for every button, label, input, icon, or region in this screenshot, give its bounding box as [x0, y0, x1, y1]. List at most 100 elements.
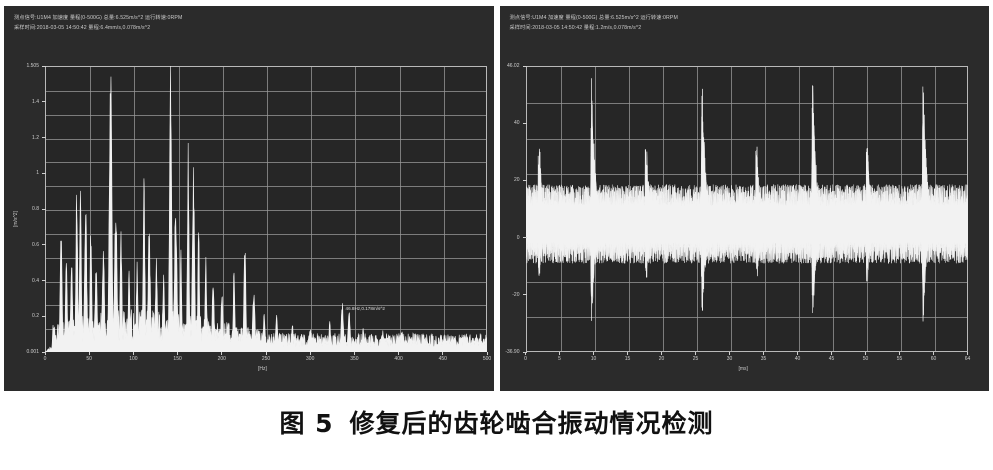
x-axis-tick-mark: [221, 352, 223, 355]
x-axis-tick-label: 300: [306, 356, 315, 362]
y-axis-tick-label: 1.2: [32, 134, 39, 141]
grid-line-horizontal: [46, 162, 486, 164]
waveform-plot-area: 46.02 40 20 0 -20 -36.90 0 5 10 15 20 25 30 35 40 45 50 5…: [505, 63, 970, 362]
y-axis-tick-mark: [522, 179, 527, 181]
x-axis-tick-mark: [486, 352, 488, 355]
x-axis-tick-mark: [525, 352, 526, 355]
y-axis-tick-mark: [42, 208, 46, 210]
x-axis-tick-mark: [627, 352, 628, 355]
y-axis-tick-label: -36.90: [505, 349, 520, 355]
grid-line-vertical: [399, 67, 401, 351]
grid-line-horizontal: [526, 317, 967, 319]
grid-line-horizontal: [46, 186, 486, 188]
x-axis-tick-label: 450: [438, 356, 447, 362]
grid-line-horizontal: [46, 114, 486, 116]
spectrum-grid: [45, 66, 487, 352]
grid-line-horizontal: [526, 138, 967, 140]
waveform-trace-svg: [525, 78, 968, 322]
x-axis-tick-mark: [661, 352, 662, 355]
spectrum-panel: 测点信号:U1M4 加速度 量程(0-500G) 总量:6.525m/s^2 运…: [4, 6, 494, 391]
x-axis-tick-mark: [695, 352, 696, 355]
y-axis-tick-mark: [42, 315, 46, 317]
spectrum-y-axis-title: [m/s^2]: [13, 211, 19, 227]
x-axis-tick-label: 20: [658, 356, 665, 362]
y-axis-tick-mark: [522, 65, 527, 67]
y-axis-tick-label: 20: [513, 177, 520, 184]
y-axis-tick-mark: [522, 294, 527, 296]
grid-line-horizontal: [526, 174, 967, 176]
x-axis-tick-mark: [88, 352, 90, 355]
y-axis-tick-mark: [42, 172, 46, 174]
x-axis-tick-mark: [559, 352, 560, 355]
spectrum-trace-svg: [45, 66, 487, 352]
x-axis-tick-label: 15: [624, 356, 631, 362]
y-axis-tick-mark: [42, 351, 46, 353]
x-axis-tick-label: 350: [350, 356, 359, 362]
grid-line-horizontal: [46, 329, 486, 331]
x-axis-tick-label: 5: [558, 356, 561, 362]
x-axis-tick-mark: [177, 352, 179, 355]
waveform-panel: 测点信号:U1M4 加速度 量程(0-500G) 总量:6.525m/s^2 运…: [499, 6, 989, 391]
figure-caption-text: 修复后的齿轮啮合振动情况检测: [349, 409, 714, 438]
spectrum-annotation: 46.8Hz,0.178m/s^2: [345, 306, 385, 312]
y-axis-tick-label: -20: [512, 291, 520, 298]
y-axis-tick-mark: [522, 122, 527, 124]
grid-line-horizontal: [526, 102, 967, 104]
y-axis-tick-label: 40: [513, 120, 520, 127]
grid-line-horizontal: [46, 281, 486, 283]
x-axis-tick-label: 60: [930, 356, 937, 362]
x-axis-tick-mark: [265, 352, 267, 355]
x-axis-tick-mark: [899, 352, 900, 355]
x-axis-tick-mark: [132, 352, 134, 355]
x-axis-tick-label: 25: [692, 356, 699, 362]
x-axis-tick-mark: [797, 352, 798, 355]
x-axis-tick-label: 40: [794, 356, 801, 362]
waveform-header: 测点信号:U1M4 加速度 量程(0-500G) 总量:6.525m/s^2 运…: [510, 14, 986, 33]
grid-line-horizontal: [46, 90, 486, 92]
y-axis-tick-label: 1: [36, 170, 39, 177]
grid-line-vertical: [267, 67, 268, 351]
x-axis-tick-mark: [967, 352, 968, 355]
x-axis-tick-label: 30: [726, 356, 733, 362]
grid-line-vertical: [178, 67, 180, 351]
y-axis-tick-label: 0.8: [32, 206, 39, 212]
x-axis-tick-mark: [933, 352, 934, 355]
grid-line-vertical: [90, 67, 92, 351]
y-axis-tick-label: 0.001: [26, 349, 39, 355]
y-axis-tick-label: 0.6: [32, 241, 39, 248]
grid-line-vertical: [355, 67, 357, 351]
x-axis-tick-label: 0: [524, 356, 527, 362]
x-axis-tick-mark: [593, 352, 594, 355]
y-axis-tick-mark: [42, 137, 46, 138]
x-axis-tick-label: 55: [896, 356, 903, 362]
x-axis-tick-mark: [309, 352, 311, 355]
grid-line-horizontal: [46, 233, 486, 235]
grid-line-horizontal: [46, 210, 486, 211]
x-axis-tick-label: 45: [828, 356, 835, 362]
waveform-header-line1: 测点信号:U1M4 加速度 量程(0-500G) 总量:6.525m/s^2 运…: [509, 15, 678, 21]
x-axis-tick-mark: [398, 352, 400, 355]
x-axis-tick-label: 50: [86, 356, 92, 362]
x-axis-tick-mark: [763, 352, 764, 355]
spectrum-trace: [45, 66, 487, 352]
figure-caption-index: 图 5: [279, 409, 334, 438]
x-axis-tick-label: 200: [217, 356, 226, 362]
y-axis-tick-label: 1.4: [32, 98, 39, 105]
x-axis-tick-mark: [865, 352, 866, 355]
x-axis-tick-label: 100: [129, 356, 138, 362]
x-axis-tick-label: 10: [590, 356, 597, 362]
grid-line-vertical: [443, 67, 445, 351]
y-axis-tick-label: 46.02: [506, 63, 520, 69]
y-axis-tick-mark: [42, 280, 46, 281]
y-axis-tick-label: 0.2: [32, 313, 39, 320]
x-axis-tick-mark: [44, 352, 46, 355]
x-axis-tick-label: 250: [261, 356, 271, 362]
y-axis-tick-mark: [42, 65, 46, 67]
spectrum-header: 测点信号:U1M4 加速度 量程(0-500G) 总量:6.525m/s^2 运…: [14, 14, 490, 33]
x-axis-tick-mark: [729, 352, 730, 355]
x-axis-tick-label: 150: [173, 356, 182, 362]
x-axis-tick-label: 0: [43, 356, 47, 362]
y-axis-tick-label: 1.505: [26, 63, 39, 69]
spectrum-plot-area: 46.8Hz,0.178m/s^2 1.505 1.4 1.2 1 0.8 0.6 0.4 0…: [26, 63, 491, 362]
y-axis-tick-label: 0: [516, 234, 520, 241]
